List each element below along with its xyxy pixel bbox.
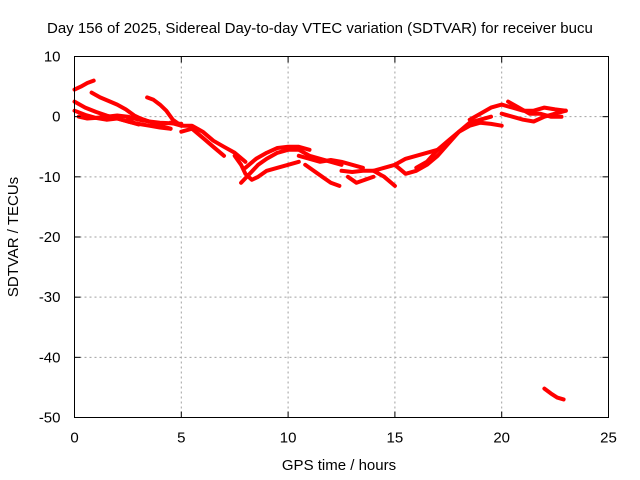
x-tick-label: 10 bbox=[280, 430, 297, 447]
series-arc-7 bbox=[125, 115, 173, 131]
series-arc-5 bbox=[89, 90, 145, 122]
x-tick-label: 15 bbox=[387, 430, 404, 447]
series-arc-4 bbox=[76, 113, 184, 126]
series-arc-23 bbox=[542, 386, 566, 402]
axis-ticks bbox=[74, 56, 609, 418]
y-axis-label: SDTVAR / TECUs bbox=[5, 177, 22, 297]
y-tick-label: 0 bbox=[52, 109, 60, 126]
y-tick-label: -10 bbox=[39, 169, 61, 186]
x-axis-label: GPS time / hours bbox=[282, 457, 396, 474]
series-arc-10 bbox=[232, 153, 301, 182]
x-tick-label: 5 bbox=[177, 430, 185, 447]
series-arc-8 bbox=[168, 120, 248, 164]
y-tick-label: -40 bbox=[39, 349, 61, 366]
series-arc-9 bbox=[179, 126, 226, 158]
data-series bbox=[72, 78, 568, 402]
series-arc-1 bbox=[72, 78, 96, 92]
series-arc-15 bbox=[339, 147, 440, 174]
y-tick-label: -50 bbox=[39, 410, 61, 427]
series-arc-13 bbox=[296, 153, 365, 170]
series-arc-22 bbox=[506, 99, 564, 119]
chart-title: Day 156 of 2025, Sidereal Day-to-day VTE… bbox=[47, 20, 593, 37]
axis-tick-labels: 0 5 10 15 20 25 10 0 -10 -20 -30 -40 -50 bbox=[39, 49, 617, 447]
y-tick-label: -30 bbox=[39, 289, 61, 306]
x-tick-label: 0 bbox=[70, 430, 78, 447]
y-tick-label: -20 bbox=[39, 229, 61, 246]
series-arc-18 bbox=[392, 114, 493, 176]
series-arc-14 bbox=[303, 162, 342, 188]
x-tick-label: 25 bbox=[600, 430, 617, 447]
series-arc-12 bbox=[243, 144, 312, 170]
series-arc-21 bbox=[499, 108, 568, 124]
series-arc-16 bbox=[345, 174, 376, 185]
x-tick-label: 20 bbox=[493, 430, 510, 447]
series-arc-6 bbox=[145, 95, 184, 128]
y-tick-label: 10 bbox=[44, 49, 61, 66]
series-arc-17 bbox=[371, 168, 397, 188]
series-arc-19 bbox=[414, 120, 504, 170]
